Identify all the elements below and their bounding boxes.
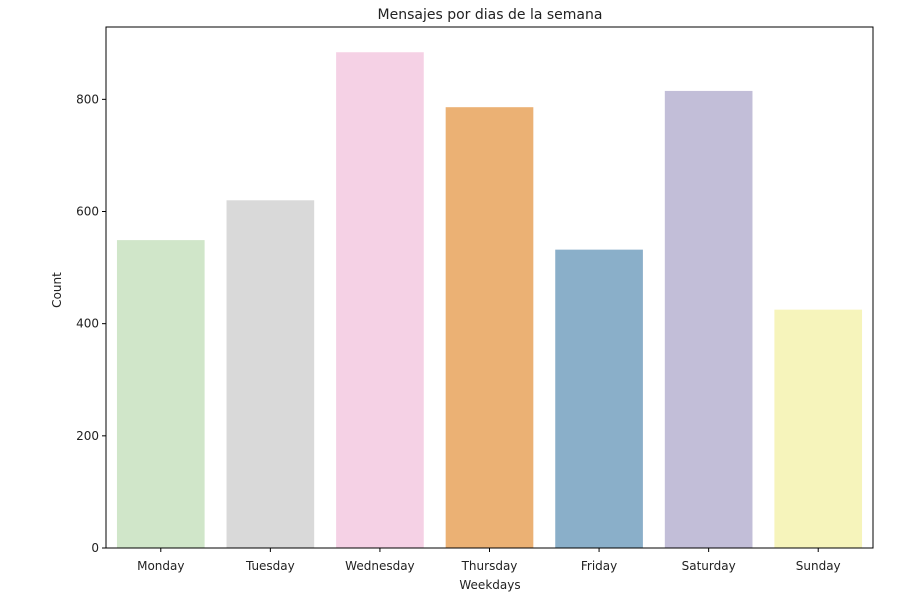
x-tick-label: Monday: [137, 559, 184, 573]
x-tick-label: Tuesday: [245, 559, 295, 573]
bar-thursday: [445, 107, 534, 548]
y-tick-label: 600: [76, 205, 99, 219]
y-axis: 0 200 400 600 800: [76, 92, 106, 555]
x-axis-title: Weekdays: [459, 578, 520, 592]
y-tick-label: 200: [76, 429, 99, 443]
bars-group: [116, 52, 863, 548]
x-tick-label: Wednesday: [345, 559, 414, 573]
bar-saturday: [664, 90, 753, 548]
bar-friday: [555, 249, 643, 548]
x-axis: Monday Tuesday Wednesday Thursday Friday Satu…: [137, 548, 841, 573]
bar-monday: [116, 240, 205, 548]
bar-sunday: [774, 309, 863, 548]
bar-wednesday: [336, 52, 424, 548]
x-tick-label: Thursday: [461, 559, 518, 573]
y-tick-label: 400: [76, 317, 99, 331]
x-tick-label: Friday: [581, 559, 617, 573]
chart-title: Mensajes por dias de la semana: [378, 7, 603, 23]
y-tick-label: 0: [91, 541, 99, 555]
y-tick-label: 800: [76, 92, 99, 106]
y-axis-title: Count: [50, 272, 64, 308]
x-tick-label: Saturday: [682, 559, 736, 573]
x-tick-label: Sunday: [796, 559, 841, 573]
bar-tuesday: [226, 200, 315, 548]
